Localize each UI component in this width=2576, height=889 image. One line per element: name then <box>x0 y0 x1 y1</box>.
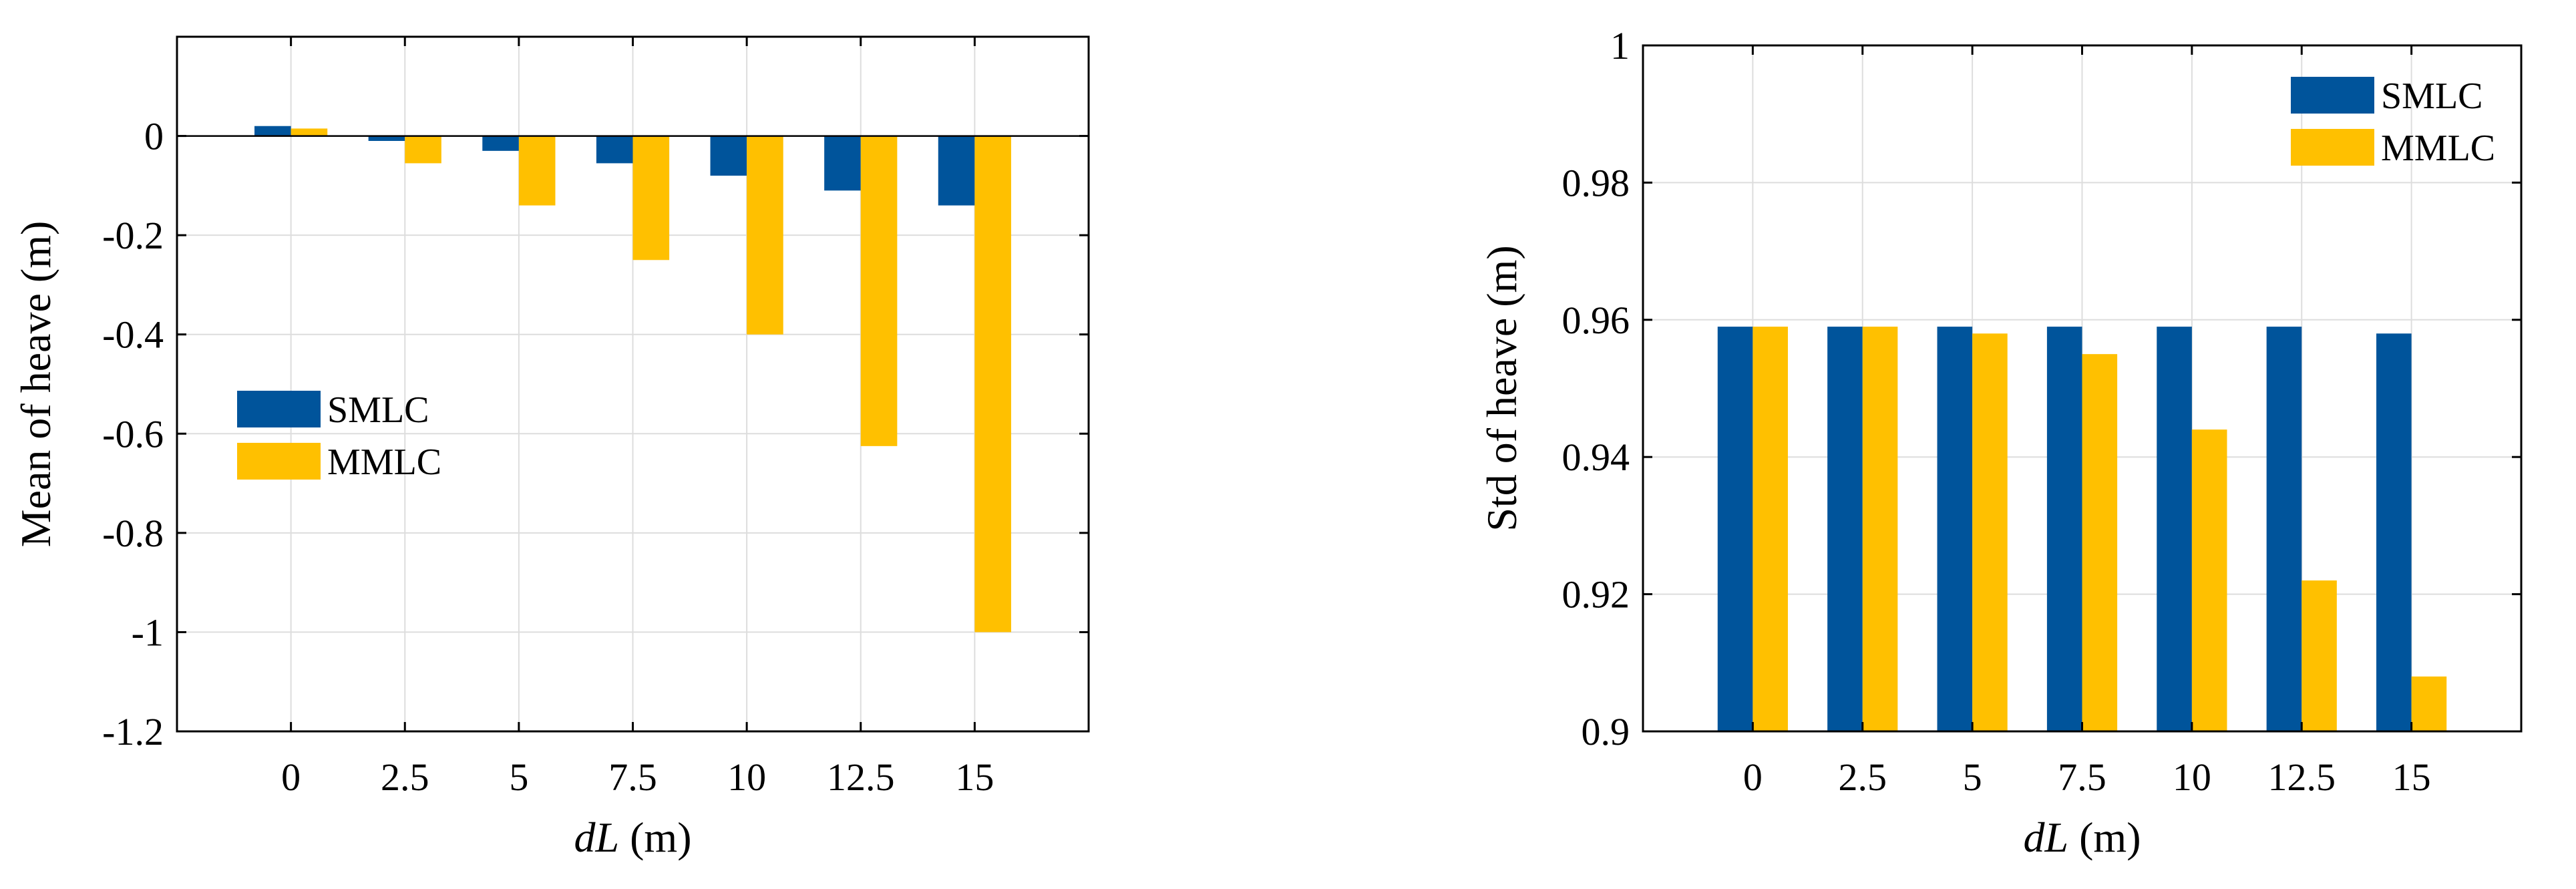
bar-smlc-12.5 <box>2266 327 2302 731</box>
bar-mmlc-5 <box>1972 333 2008 732</box>
bar-mmlc-10 <box>2191 429 2227 731</box>
bar-mmlc-15 <box>974 136 1011 633</box>
x-axis-title-unit: (m) <box>2068 814 2141 861</box>
x-axis-title-symbol: dL <box>574 814 620 861</box>
x-axis-title-unit: (m) <box>619 814 691 861</box>
y-tick-label: 0 <box>144 115 164 158</box>
y-tick-label: -1.2 <box>102 710 164 753</box>
legend-label-smlc: SMLC <box>327 389 429 431</box>
bar-mmlc-10 <box>747 136 783 335</box>
bar-smlc-15 <box>2376 333 2412 732</box>
bar-mmlc-15 <box>2411 676 2447 731</box>
x-axis-title: dL (m) <box>574 814 692 861</box>
x-tick-label: 0 <box>1743 755 1763 799</box>
legend: SMLC MMLC <box>2291 75 2495 169</box>
x-tick-label: 10 <box>727 755 766 799</box>
chart-panel-2: 1 0.98 0.96 0.94 0.92 0.9 0 2.5 5 7.5 10 12.5 15 dL (… <box>1478 24 2523 861</box>
bar-smlc-10 <box>2157 327 2192 731</box>
bar-smlc-0 <box>254 126 291 136</box>
x-tick-label: 5 <box>509 755 528 799</box>
bar-mmlc-7.5 <box>2082 354 2118 731</box>
y-tick-label: -0.4 <box>102 313 164 357</box>
y-tick-label: -0.2 <box>102 214 164 257</box>
y-tick-label: 0.9 <box>1582 710 1630 753</box>
x-axis-title: dL (m) <box>2024 814 2141 861</box>
bar-smlc-7.5 <box>596 136 633 164</box>
x-tick-label: 0 <box>281 755 301 799</box>
bar-mmlc-7.5 <box>632 136 670 260</box>
legend: SMLC MMLC <box>237 389 441 483</box>
legend-swatch-smlc <box>237 391 321 427</box>
y-tick-label: 0.94 <box>1562 435 1630 479</box>
x-tick-label: 15 <box>2392 755 2431 799</box>
y-tick-label: -1 <box>132 610 164 654</box>
x-tick-label: 10 <box>2173 755 2211 799</box>
bar-smlc-15 <box>938 136 975 206</box>
bar-smlc-12.5 <box>824 136 861 191</box>
bar-smlc-2.5 <box>1827 327 1863 731</box>
bar-smlc-2.5 <box>368 136 405 141</box>
bar-smlc-7.5 <box>2046 327 2082 731</box>
legend-swatch-mmlc <box>2291 129 2374 166</box>
y-tick-label: 0.92 <box>1562 573 1630 616</box>
y-tick-label: 0.98 <box>1562 161 1630 204</box>
y-axis-title: Std of heave (m) <box>1478 245 1525 531</box>
y-tick-label: 0.96 <box>1562 299 1630 342</box>
y-tick-label: -0.8 <box>102 512 164 555</box>
bar-mmlc-12.5 <box>860 136 898 446</box>
x-tick-label: 12.5 <box>2268 755 2336 799</box>
bar-mmlc-0 <box>291 128 328 136</box>
legend-label-mmlc: MMLC <box>2381 128 2495 169</box>
x-tick-label: 2.5 <box>381 755 429 799</box>
bar-smlc-5 <box>482 136 519 151</box>
y-tick-label: 1 <box>1610 24 1630 67</box>
y-axis-title: Mean of heave (m) <box>12 221 59 548</box>
x-tick-label: 7.5 <box>2058 755 2106 799</box>
x-tick-label: 15 <box>955 755 994 799</box>
x-tick-label: 12.5 <box>827 755 895 799</box>
x-tick-label: 5 <box>1963 755 1982 799</box>
bar-smlc-5 <box>1937 327 1973 731</box>
chart-panel-1: 0 -0.2 -0.4 -0.6 -0.8 -1 -1.2 0 2.5 5 7.5 10 12.5 15 d… <box>12 35 1090 861</box>
bar-mmlc-12.5 <box>2302 580 2337 731</box>
bar-mmlc-0 <box>1753 327 1788 731</box>
legend-label-smlc: SMLC <box>2381 75 2483 117</box>
bar-smlc-10 <box>710 136 747 176</box>
x-axis-title-symbol: dL <box>2024 814 2069 861</box>
legend-swatch-smlc <box>2291 77 2374 114</box>
x-tick-label: 2.5 <box>1839 755 1887 799</box>
y-tick-label: -0.6 <box>102 412 164 456</box>
x-tick-label: 7.5 <box>608 755 657 799</box>
bar-smlc-0 <box>1717 327 1753 731</box>
legend-label-mmlc: MMLC <box>327 441 441 483</box>
bar-mmlc-5 <box>518 136 556 206</box>
bar-mmlc-2.5 <box>405 136 441 164</box>
legend-swatch-mmlc <box>237 443 321 480</box>
bar-mmlc-2.5 <box>1862 327 1898 731</box>
